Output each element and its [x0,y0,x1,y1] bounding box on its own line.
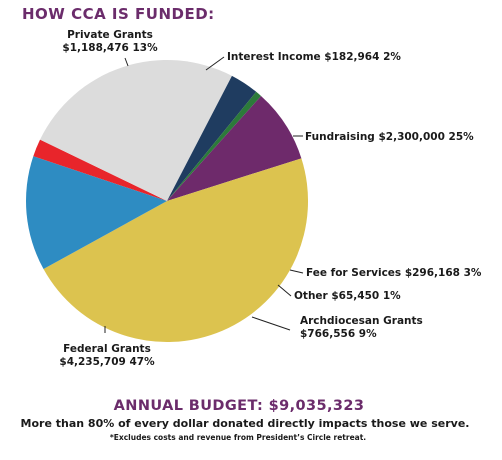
annual-budget: ANNUAL BUDGET: $9,035,323 [114,398,365,414]
pie-slice-2 [167,75,257,201]
leader-line-2 [289,269,304,274]
impact-statement: More than 80% of every dollar donated di… [21,417,470,430]
pie-slice-0 [33,139,167,201]
slice-label-3: Other $65,450 1% [294,290,401,302]
leader-line-6 [124,57,129,67]
slice-label-6: Private Grants [67,29,153,41]
slice-label-1: Fundraising $2,300,000 25% [305,131,474,143]
slice-label-4: Archdiocesan Grants [300,315,423,327]
leader-lines [104,56,304,333]
slice-label-5: Federal Grants [63,343,151,355]
slice-value-4: $766,556 9% [300,328,377,340]
slice-label-0: Interest Income $182,964 2% [227,51,401,63]
slice-labels: Interest Income $182,964 2% Fundraising $… [59,29,482,368]
chart-title: HOW CCA IS FUNDED: [22,5,215,23]
leader-line-3 [277,284,292,297]
footnote: *Excludes costs and revenue from Preside… [110,433,366,442]
pie-slice-1 [40,59,232,201]
slice-label-2: Fee for Services $296,168 3% [306,267,482,279]
pie-slice-3 [167,91,262,201]
leader-line-4 [251,316,291,331]
slice-value-5: $4,235,709 47% [59,356,155,368]
leader-line-0 [205,56,225,71]
pie-slice-5 [43,158,309,343]
slice-value-6: $1,188,476 13% [62,42,158,54]
pie-slice-6 [26,156,167,270]
pie-slices [26,59,309,343]
pie-slice-4 [167,95,302,201]
